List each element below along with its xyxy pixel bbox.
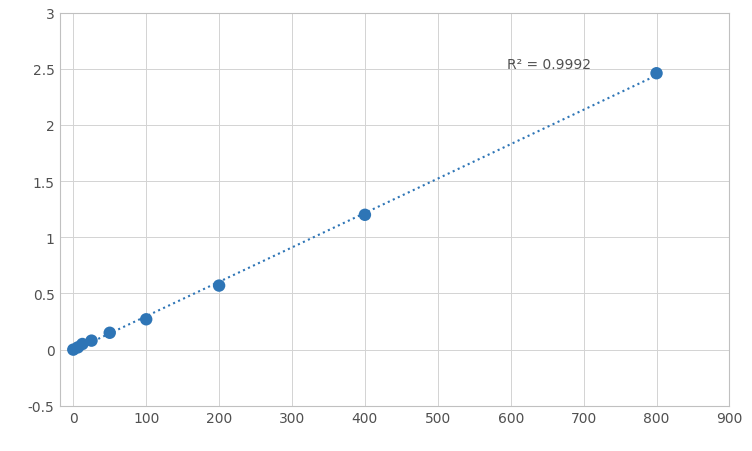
- Point: [359, 212, 371, 219]
- Point: [213, 282, 225, 290]
- Point: [72, 344, 84, 351]
- Text: R² = 0.9992: R² = 0.9992: [507, 58, 591, 72]
- Point: [104, 329, 116, 336]
- Point: [140, 316, 152, 323]
- Point: [86, 337, 98, 345]
- Point: [67, 346, 79, 354]
- Point: [77, 341, 89, 348]
- Point: [650, 70, 663, 78]
